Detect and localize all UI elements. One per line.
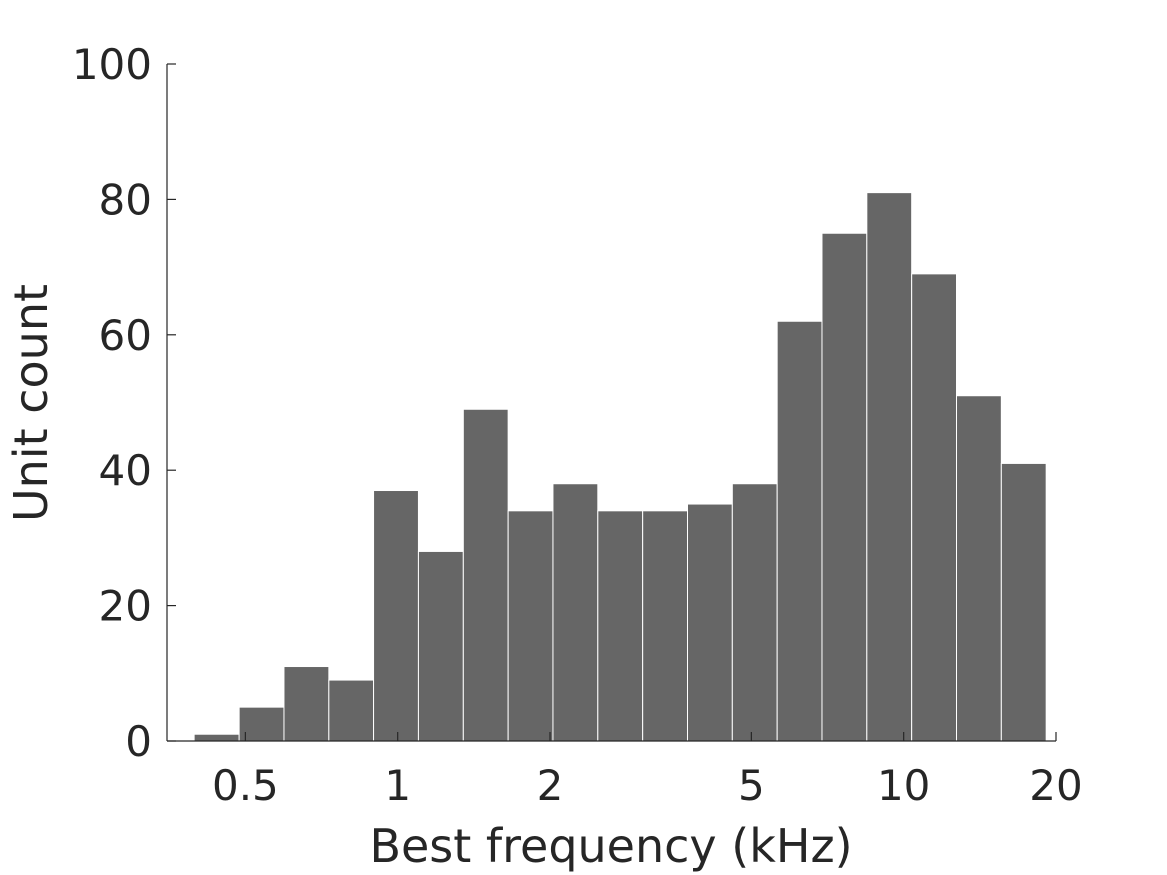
x-axis-title: Best frequency (kHz)	[369, 819, 852, 873]
y-tick-label: 100	[72, 40, 152, 89]
y-tick-label: 60	[99, 311, 152, 360]
histogram-bar	[642, 510, 688, 742]
histogram-bar	[911, 273, 957, 742]
histogram-bar	[731, 483, 778, 742]
y-ticks-group: 0 20 40 60 80 100	[72, 40, 176, 766]
axes-group	[166, 64, 1056, 742]
bars-group	[193, 192, 1047, 742]
x-tick-label: 10	[877, 761, 930, 810]
histogram-bar	[462, 408, 509, 742]
histogram-bar	[1000, 462, 1047, 742]
histogram-bar	[866, 192, 913, 742]
y-tick-label: 80	[99, 175, 152, 224]
y-tick-label: 0	[125, 717, 152, 766]
x-tick-label: 1	[384, 761, 411, 810]
histogram-bar	[373, 490, 419, 742]
histogram-bar	[328, 679, 375, 742]
y-tick-label: 40	[99, 446, 152, 495]
x-tick-label: 5	[738, 761, 765, 810]
histogram-bar	[597, 510, 644, 742]
histogram-bar	[283, 666, 330, 742]
x-tick-label: 20	[1029, 761, 1082, 810]
histogram-bar	[687, 503, 733, 742]
histogram-bar	[193, 733, 240, 742]
histogram-bar	[552, 483, 599, 742]
histogram-bar	[821, 232, 868, 742]
x-tick-label: 2	[537, 761, 564, 810]
x-ticks-group: 0.5 1 2 5 10 20	[212, 732, 1083, 810]
histogram-bar	[956, 395, 1002, 742]
x-tick-label: 0.5	[212, 761, 279, 810]
histogram-bar	[238, 706, 285, 742]
y-tick-label: 20	[99, 582, 152, 631]
histogram-bar	[776, 320, 823, 742]
y-axis-title: Unit count	[4, 284, 58, 522]
histogram-bar	[507, 510, 554, 742]
histogram-bar	[417, 550, 464, 742]
